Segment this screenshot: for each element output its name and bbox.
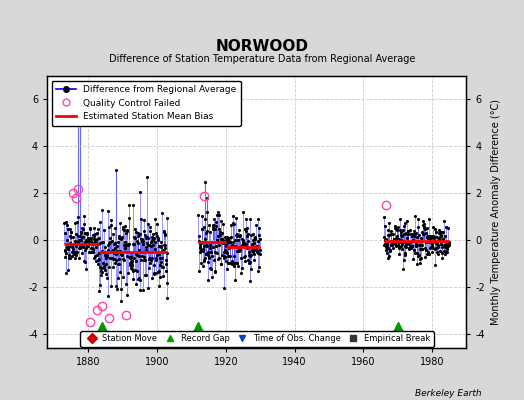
Text: Difference of Station Temperature Data from Regional Average: Difference of Station Temperature Data f… (109, 54, 415, 64)
Legend: Station Move, Record Gap, Time of Obs. Change, Empirical Break: Station Move, Record Gap, Time of Obs. C… (80, 331, 434, 346)
Text: Berkeley Earth: Berkeley Earth (416, 389, 482, 398)
Y-axis label: Monthly Temperature Anomaly Difference (°C): Monthly Temperature Anomaly Difference (… (490, 99, 501, 325)
Text: NORWOOD: NORWOOD (215, 39, 309, 54)
